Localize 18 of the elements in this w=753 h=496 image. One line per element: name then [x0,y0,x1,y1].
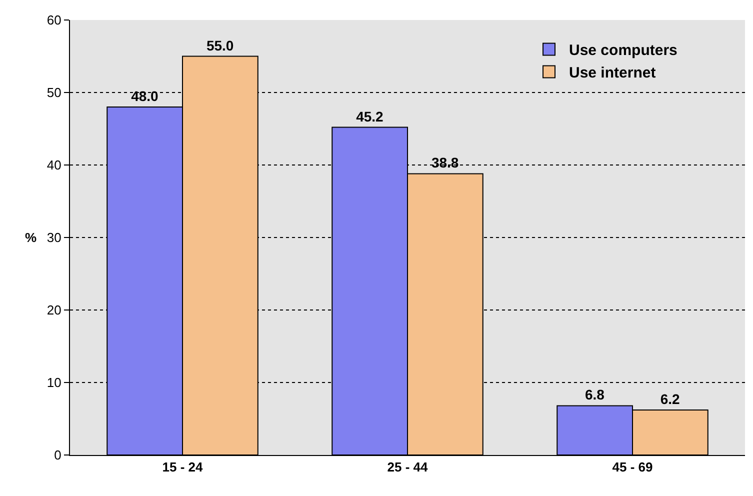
y-tick-label: 60 [46,12,62,28]
y-tick-label: 0 [54,448,62,463]
x-tick-label: 45 - 69 [612,460,653,475]
data-label: 38.8 [431,154,459,171]
x-tick-label: 25 - 44 [387,460,428,475]
y-tick-label: 40 [46,158,62,173]
data-label: 55.0 [206,37,234,54]
y-tick-label: 10 [46,375,62,390]
y-axis-title: % [25,230,37,245]
x-tick-label: 15 - 24 [162,460,204,475]
legend-label: Use computers [569,42,678,60]
data-label: 6.2 [660,391,680,408]
y-tick-label: 20 [46,302,62,318]
y-tick-label: 50 [46,85,62,100]
y-tick-label: 30 [46,230,62,246]
data-label: 6.8 [584,386,605,403]
data-label: 45.2 [356,108,384,124]
legend-label: Use internet [569,64,656,82]
